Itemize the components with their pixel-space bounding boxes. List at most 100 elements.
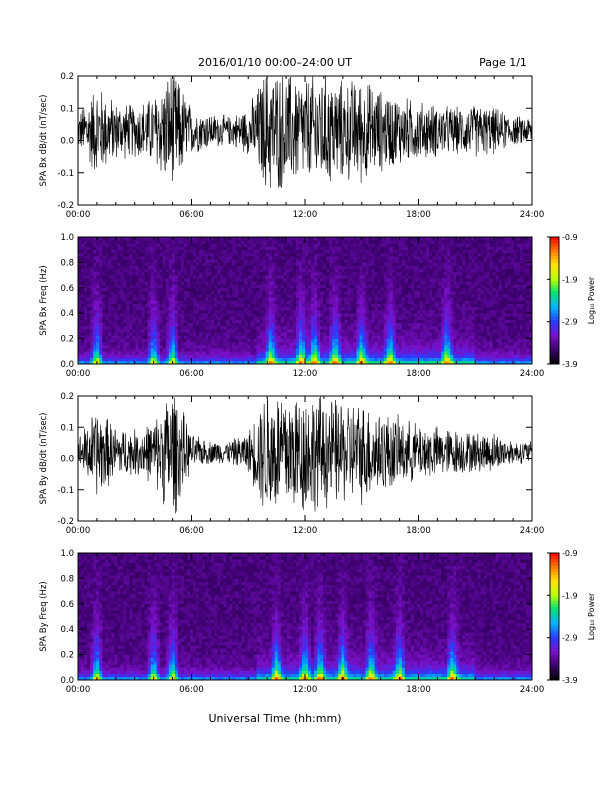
heat-cell (117, 348, 121, 352)
heat-cell (99, 268, 103, 273)
heat-cell (141, 306, 145, 311)
heat-cell (214, 249, 218, 254)
heat-cell (401, 297, 406, 301)
heat-cell (220, 290, 224, 295)
heat-cell (365, 351, 369, 355)
heat-cell (150, 344, 154, 349)
heat-cell (232, 335, 236, 339)
heat-cell (159, 335, 164, 339)
heat-cell (320, 268, 324, 273)
heat-cell (223, 325, 227, 330)
heat-cell (271, 319, 276, 324)
heat-cell (108, 297, 112, 301)
heat-cell (410, 338, 415, 343)
heat-cell (359, 262, 363, 266)
heat-cell (205, 354, 209, 358)
heat-cell (338, 297, 342, 301)
heat-cell (444, 294, 448, 298)
heat-cell (226, 310, 230, 314)
heat-cell (180, 360, 185, 365)
heat-cell (186, 294, 191, 298)
heat-cell (199, 290, 203, 295)
heat-cell (268, 287, 273, 292)
heat-cell (407, 262, 412, 266)
heat-cell (156, 249, 161, 254)
heat-cell (374, 348, 378, 352)
heat-cell (120, 246, 124, 250)
heat-cell (286, 240, 291, 244)
heat-cell (168, 354, 173, 358)
heat-cell (289, 313, 294, 317)
heat-cell (174, 271, 179, 276)
heat-cell (305, 246, 309, 250)
heat-cell (247, 275, 251, 279)
heat-cell (350, 252, 354, 257)
heat-cell (435, 294, 439, 298)
heat-cell (259, 287, 263, 292)
heat-cell (186, 259, 191, 263)
heat-cell (386, 341, 391, 346)
heat-cell (138, 249, 142, 254)
heat-cell (286, 354, 291, 358)
heat-cell (441, 237, 445, 241)
heat-cell (126, 357, 130, 362)
heat-cell (286, 341, 291, 346)
heat-cell (229, 338, 233, 343)
heat-cell (114, 246, 118, 250)
heat-cell (223, 297, 227, 301)
heat-cell (247, 316, 251, 320)
heat-cell (335, 252, 339, 257)
heat-cell (129, 259, 133, 263)
heat-cell (123, 252, 127, 257)
heat-cell (111, 268, 115, 273)
heat-cell (102, 360, 106, 365)
heat-cell (441, 262, 445, 266)
heat-cell (347, 354, 351, 358)
heat-cell (365, 278, 369, 282)
heat-cell (186, 306, 191, 311)
heat-cell (429, 319, 433, 324)
heat-cell (84, 322, 88, 327)
heat-cell (323, 338, 327, 343)
heat-cell (280, 256, 285, 260)
heat-cell (156, 332, 161, 336)
heat-cell (90, 329, 94, 333)
heat-cell (177, 344, 182, 349)
heat-cell (165, 284, 170, 289)
heat-cell (165, 249, 170, 254)
heat-cell (386, 344, 391, 349)
heat-cell (286, 332, 291, 336)
heat-cell (398, 290, 403, 295)
heat-cell (186, 271, 191, 276)
heat-cell (426, 297, 430, 301)
heat-cell (84, 335, 88, 339)
heat-cell (314, 271, 318, 276)
heat-cell (395, 332, 400, 336)
heat-cell (202, 332, 206, 336)
heat-cell (374, 310, 378, 314)
heat-cell (105, 300, 109, 304)
heat-cell (244, 351, 248, 355)
heat-cell (99, 332, 103, 336)
heat-cell (377, 300, 381, 304)
heat-cell (117, 332, 121, 336)
heat-cell (141, 344, 145, 349)
heat-cell (410, 271, 415, 276)
heat-cell (84, 249, 88, 254)
heat-cell (120, 303, 124, 308)
heat-cell (259, 265, 263, 270)
heat-cell (135, 240, 139, 244)
heat-cell (220, 329, 224, 333)
heat-cell (78, 348, 82, 352)
heat-cell (87, 335, 91, 339)
heat-cell (171, 351, 176, 355)
heat-cell (168, 329, 173, 333)
heat-cell (356, 246, 360, 250)
heat-cell (153, 300, 157, 304)
heat-cell (326, 281, 330, 285)
heat-cell (214, 335, 218, 339)
heat-cell (435, 354, 439, 358)
heat-cell (78, 240, 82, 244)
heat-cell (274, 284, 279, 289)
heat-cell (344, 268, 348, 273)
